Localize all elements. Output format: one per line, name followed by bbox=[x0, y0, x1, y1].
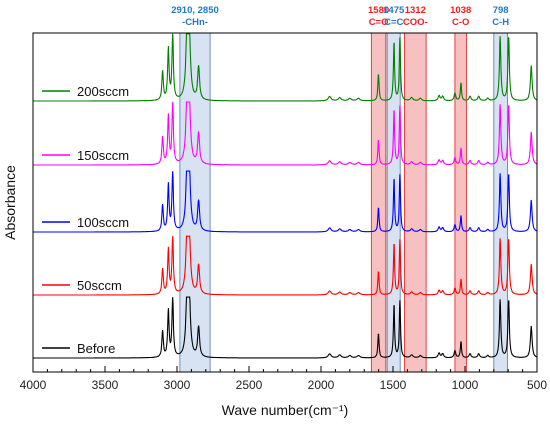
band-label-4: 1038 bbox=[450, 5, 471, 16]
band-label-1: 1580 bbox=[368, 5, 389, 16]
x-tick-label: 2000 bbox=[308, 378, 335, 392]
band-label-3: 1312 bbox=[405, 5, 426, 16]
legend-label-150sccm: 150sccm bbox=[77, 148, 129, 163]
legend-label-200sccm: 200sccm bbox=[77, 84, 129, 99]
x-tick-label: 3000 bbox=[164, 378, 191, 392]
x-tick-label: 3500 bbox=[92, 378, 119, 392]
x-tick-label: 2500 bbox=[236, 378, 263, 392]
band-3 bbox=[404, 32, 427, 373]
x-tick-label: 500 bbox=[527, 378, 547, 392]
x-axis: 4000 3500 3000 2500 2000 1500 1000 500 bbox=[20, 366, 547, 392]
legend-label-50sccm: 50sccm bbox=[77, 278, 122, 293]
y-axis-title: Absorbance bbox=[2, 165, 18, 240]
series-line-Before bbox=[33, 296, 538, 359]
legend-label-100sccm: 100sccm bbox=[77, 215, 129, 230]
highlight-bands bbox=[179, 32, 508, 373]
plot-area-frame bbox=[32, 32, 538, 373]
series-line-150sccm bbox=[33, 101, 538, 166]
band-group-2: C=C bbox=[384, 17, 403, 28]
series-line-50sccm bbox=[33, 235, 538, 296]
series-line-100sccm bbox=[33, 170, 538, 233]
legend-label-Before: Before bbox=[77, 341, 115, 356]
band-label-2: 1475 bbox=[383, 5, 405, 16]
band-group-0: -CHn- bbox=[182, 17, 208, 28]
spectra-series bbox=[33, 33, 538, 359]
legend: Before 50sccm 100sccm 150sccm 200sccm bbox=[42, 84, 129, 356]
band-label-5: 798 bbox=[493, 5, 509, 16]
x-axis-title: Wave number(cm⁻¹) bbox=[222, 402, 349, 418]
band-group-3: COO- bbox=[403, 17, 428, 28]
x-tick-label: 4000 bbox=[20, 378, 47, 392]
x-tick-label: 1000 bbox=[452, 378, 479, 392]
band-label-0: 2910, 2850 bbox=[171, 5, 219, 16]
band-group-5: C-H bbox=[492, 17, 509, 28]
band-group-1: C=O bbox=[369, 17, 389, 28]
band-group-4: C-O bbox=[452, 17, 469, 28]
series-line-200sccm bbox=[33, 33, 538, 102]
x-tick-label: 1500 bbox=[380, 378, 407, 392]
